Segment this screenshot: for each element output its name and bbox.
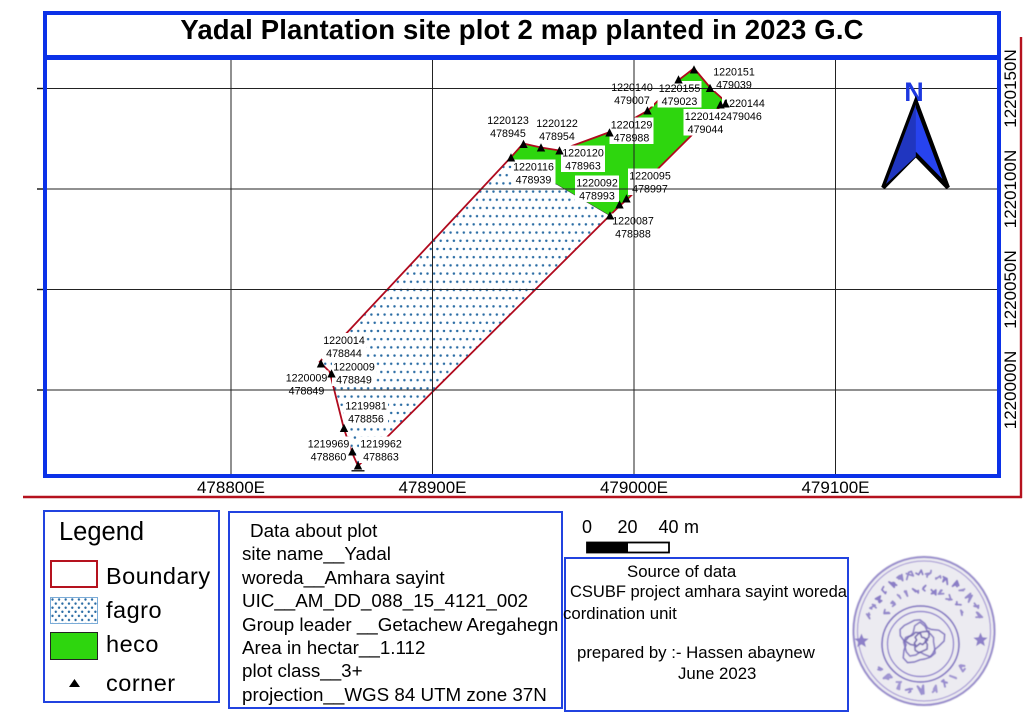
svg-text:1220155: 1220155	[659, 83, 701, 95]
svg-text:1220095: 1220095	[629, 171, 671, 183]
svg-text:479007: 479007	[614, 95, 650, 107]
svg-text:40: 40	[658, 517, 678, 537]
svg-text:1220009: 1220009	[286, 373, 328, 385]
svg-text:478800E: 478800E	[197, 478, 265, 497]
svg-text:20: 20	[617, 517, 637, 537]
svg-text:1220140: 1220140	[611, 82, 653, 94]
svg-text:1220092: 1220092	[576, 178, 618, 190]
svg-text:1219962: 1219962	[360, 439, 402, 451]
svg-text:1220123: 1220123	[487, 115, 529, 127]
svg-text:478993: 478993	[579, 191, 615, 203]
svg-text:1220050N: 1220050N	[1001, 250, 1020, 328]
svg-text:1220009: 1220009	[333, 362, 375, 374]
svg-text:478988: 478988	[614, 133, 650, 145]
svg-text:479023: 479023	[662, 96, 698, 108]
svg-text:478849: 478849	[336, 375, 372, 387]
svg-text:1220151: 1220151	[713, 67, 755, 79]
svg-text:478997: 478997	[632, 184, 668, 196]
svg-text:478963: 478963	[565, 161, 601, 173]
svg-text:478844: 478844	[326, 348, 362, 360]
svg-text:1219969: 1219969	[308, 439, 350, 451]
svg-text:1220120: 1220120	[562, 148, 604, 160]
svg-text:478988: 478988	[615, 229, 651, 241]
svg-text:1220144: 1220144	[723, 98, 765, 110]
svg-text:479044: 479044	[688, 124, 724, 136]
svg-text:478945: 478945	[490, 128, 526, 140]
svg-text:478860: 478860	[311, 452, 347, 464]
svg-text:478856: 478856	[348, 414, 384, 426]
svg-text:479039: 479039	[716, 80, 752, 92]
svg-text:1220129: 1220129	[611, 120, 653, 132]
svg-text:479100E: 479100E	[801, 478, 869, 497]
svg-text:478900E: 478900E	[398, 478, 466, 497]
svg-text:1220116: 1220116	[513, 162, 554, 174]
svg-text:1220100N: 1220100N	[1001, 150, 1020, 228]
svg-text:0: 0	[582, 517, 592, 537]
svg-text:478939: 478939	[516, 175, 552, 187]
svg-text:1220122: 1220122	[536, 118, 578, 130]
svg-text:478863: 478863	[363, 452, 399, 464]
svg-text:1220150N: 1220150N	[1001, 49, 1020, 127]
svg-text:N: N	[904, 77, 924, 107]
svg-text:478849: 478849	[289, 386, 325, 398]
svg-text:1220087: 1220087	[612, 216, 654, 228]
svg-text:1220000N: 1220000N	[1001, 351, 1020, 429]
svg-text:479046: 479046	[726, 111, 762, 123]
svg-text:1220014: 1220014	[323, 335, 365, 347]
svg-text:479000E: 479000E	[600, 478, 668, 497]
svg-text:1219981: 1219981	[345, 401, 387, 413]
svg-text:478954: 478954	[539, 131, 575, 143]
svg-text:m: m	[684, 517, 699, 537]
svg-text:1220142: 1220142	[685, 111, 727, 123]
